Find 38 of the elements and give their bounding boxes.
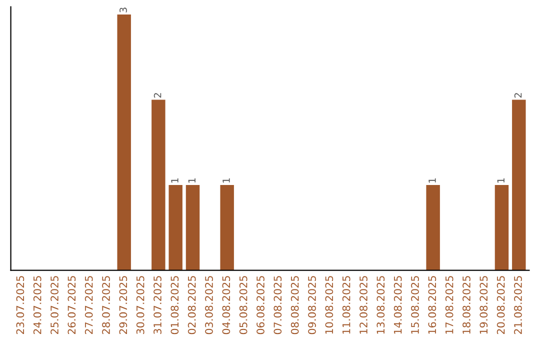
- x-tick-label: 17.08.2025: [445, 276, 454, 334]
- data-label: 1: [188, 178, 196, 183]
- x-tick-label: 27.07.2025: [84, 276, 93, 334]
- x-tick-label: 06.08.2025: [256, 276, 264, 334]
- x-tick-label: 08.08.2025: [290, 276, 299, 334]
- data-label: 1: [497, 178, 504, 183]
- x-tick-label: 04.08.2025: [222, 276, 230, 334]
- x-tick-label: 15.08.2025: [411, 276, 419, 334]
- x-tick-label: 09.08.2025: [308, 276, 316, 334]
- x-tick-label: 24.07.2025: [33, 276, 42, 334]
- x-tick-label: 20.08.2025: [496, 276, 505, 334]
- x-tick-label: 10.08.2025: [325, 276, 334, 334]
- data-label: 2: [514, 93, 522, 98]
- data-label: 1: [171, 178, 178, 183]
- x-tick-label: 03.08.2025: [205, 276, 213, 334]
- x-tick-label: 12.08.2025: [360, 276, 368, 334]
- x-tick-label: 26.07.2025: [68, 276, 76, 334]
- x-tick-label: 07.08.2025: [274, 276, 282, 334]
- x-tick-label: 23.07.2025: [16, 276, 24, 334]
- x-tick-label: 02.08.2025: [188, 276, 196, 334]
- data-label: 1: [222, 178, 230, 183]
- x-tick-label: 31.07.2025: [154, 276, 162, 334]
- x-tick-label: 01.08.2025: [170, 276, 179, 334]
- x-tick-label: 19.08.2025: [480, 276, 488, 334]
- x-tick-label: 13.08.2025: [376, 276, 385, 334]
- x-tick-label: 30.07.2025: [136, 276, 144, 334]
- x-tick-label: 25.07.2025: [50, 276, 58, 334]
- data-label: 3: [120, 8, 127, 12]
- x-tick-label: 21.08.2025: [514, 276, 522, 334]
- data-label: 2: [154, 93, 162, 98]
- x-tick-label: 11.08.2025: [342, 276, 350, 334]
- x-tick-label: 29.07.2025: [119, 276, 128, 334]
- data-label: 1: [428, 178, 436, 183]
- x-tick-label: 16.08.2025: [428, 276, 436, 334]
- x-tick-label: 28.07.2025: [102, 276, 110, 334]
- x-tick-label: 05.08.2025: [239, 276, 248, 334]
- x-tick-label: 14.08.2025: [394, 276, 402, 334]
- x-tick-label: 18.08.2025: [462, 276, 470, 334]
